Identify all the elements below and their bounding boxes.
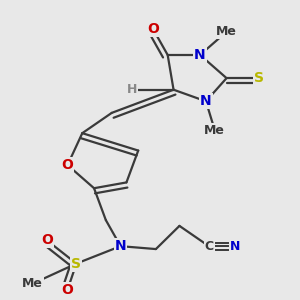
Text: N: N: [200, 94, 212, 108]
Text: N: N: [194, 48, 206, 62]
Text: S: S: [71, 256, 81, 271]
Text: Me: Me: [204, 124, 225, 137]
Text: O: O: [61, 158, 74, 172]
Text: O: O: [147, 22, 159, 36]
Text: Me: Me: [216, 25, 237, 38]
Text: N: N: [115, 239, 126, 253]
Text: H: H: [127, 83, 137, 96]
Text: N: N: [230, 240, 241, 253]
Text: C: C: [204, 240, 214, 253]
Text: Me: Me: [22, 277, 43, 290]
Text: S: S: [254, 71, 264, 85]
Text: O: O: [61, 283, 74, 297]
Text: O: O: [41, 233, 53, 248]
